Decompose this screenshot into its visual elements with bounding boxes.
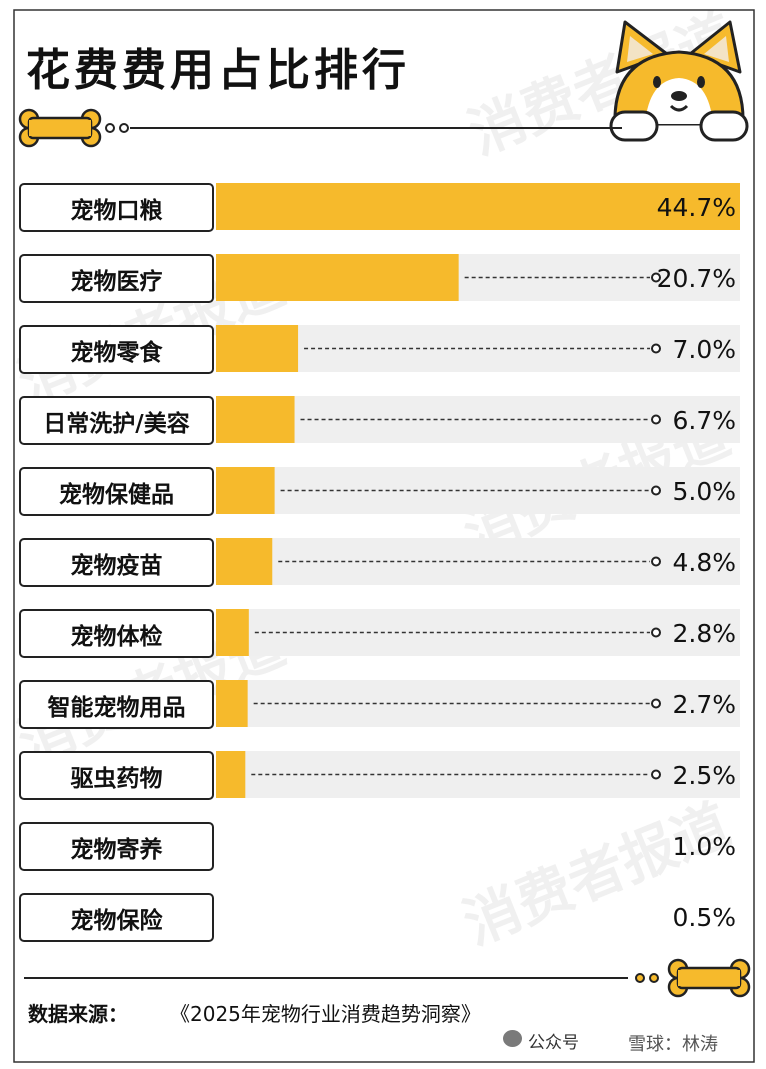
category-label: 宠物寄养 [19, 822, 214, 871]
category-label: 宠物零食 [19, 325, 214, 374]
data-label: 2.7% [672, 690, 736, 719]
bar [216, 254, 459, 301]
bar [216, 325, 299, 372]
leader-dot [651, 272, 661, 283]
category-label: 驱虫药物 [19, 751, 214, 800]
category-label: 宠物医疗 [19, 254, 214, 303]
page-title: 花费费用占比排行 [26, 45, 410, 96]
leader-dot [651, 485, 661, 496]
wechat-icon [503, 1030, 522, 1047]
category-label: 宠物口粮 [19, 183, 214, 232]
bar [216, 396, 295, 443]
category-label: 宠物疫苗 [19, 538, 214, 587]
footer-divider [24, 973, 659, 983]
category-label: 日常洗护/美容 [19, 396, 214, 445]
bar-chart [216, 183, 740, 798]
bar [216, 609, 249, 656]
bar [216, 751, 246, 798]
leader-dot [651, 343, 661, 354]
data-label: 2.8% [672, 619, 736, 648]
data-label: 44.7% [656, 193, 736, 222]
data-label: 0.5% [672, 903, 736, 932]
bar-track [216, 609, 740, 656]
dog-face-icon [609, 20, 749, 142]
data-label: 4.8% [672, 548, 736, 577]
snowball-watermark: 雪球：林涛 [628, 1034, 718, 1055]
bone-icon [667, 958, 751, 998]
bar [216, 183, 740, 230]
category-label: 宠物保险 [19, 893, 214, 942]
category-label: 宠物保健品 [19, 467, 214, 516]
bar [216, 538, 273, 585]
data-label: 5.0% [672, 477, 736, 506]
data-label: 6.7% [672, 406, 736, 435]
source-text: 《2025年宠物行业消费趋势洞察》 [170, 1002, 481, 1026]
wechat-label: 公众号 [528, 1033, 579, 1053]
data-label: 1.0% [672, 832, 736, 861]
source-label: 数据来源： [28, 1002, 128, 1026]
bone-icon [18, 108, 102, 148]
leader-dot [651, 627, 661, 638]
data-label: 7.0% [672, 335, 736, 364]
data-label: 20.7% [656, 264, 736, 293]
leader-dot [651, 414, 661, 425]
category-label: 宠物体检 [19, 609, 214, 658]
leader-dot [651, 698, 661, 709]
bar [216, 467, 275, 514]
bar [216, 680, 248, 727]
data-label: 2.5% [672, 761, 736, 790]
leader-dot [651, 769, 661, 780]
header-divider [105, 123, 622, 133]
category-label: 智能宠物用品 [19, 680, 214, 729]
leader-dot [651, 556, 661, 567]
